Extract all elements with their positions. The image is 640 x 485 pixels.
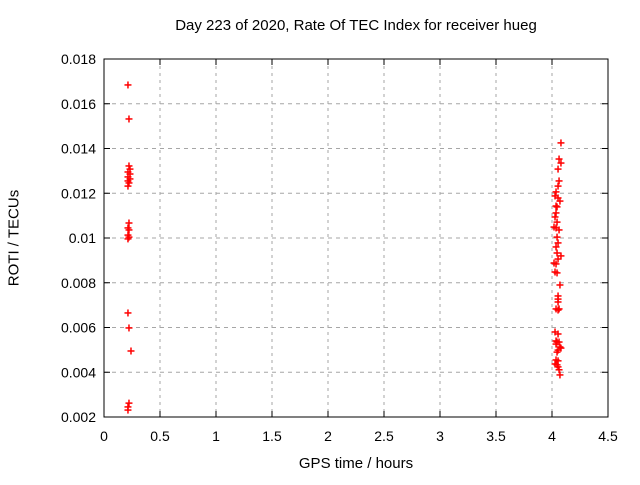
x-tick-label: 1 bbox=[212, 428, 220, 444]
x-tick-label: 2.5 bbox=[374, 428, 394, 444]
x-tick-label: 3.5 bbox=[486, 428, 506, 444]
y-tick-label: 0.012 bbox=[61, 185, 96, 201]
x-tick-label: 0 bbox=[100, 428, 108, 444]
x-tick-label: 1.5 bbox=[262, 428, 282, 444]
x-tick-label: 2 bbox=[324, 428, 332, 444]
x-tick-label: 0.5 bbox=[150, 428, 170, 444]
y-tick-label: 0.01 bbox=[69, 230, 96, 246]
chart-title: Day 223 of 2020, Rate Of TEC Index for r… bbox=[175, 17, 537, 34]
x-tick-label: 3 bbox=[436, 428, 444, 444]
y-tick-label: 0.014 bbox=[61, 141, 96, 157]
y-tick-label: 0.002 bbox=[61, 409, 96, 425]
plot-border bbox=[103, 58, 609, 418]
y-tick-label: 0.008 bbox=[61, 275, 96, 291]
x-axis-label: GPS time / hours bbox=[298, 455, 414, 472]
y-tick-label: 0.016 bbox=[61, 96, 96, 112]
x-tick-label: 4.5 bbox=[598, 428, 618, 444]
y-tick-label: 0.004 bbox=[61, 364, 96, 380]
y-tick-label: 0.006 bbox=[61, 320, 96, 336]
x-tick-label: 4 bbox=[548, 428, 556, 444]
y-axis-label: ROTI / TECUs bbox=[5, 189, 23, 287]
y-tick-label: 0.018 bbox=[61, 51, 96, 67]
